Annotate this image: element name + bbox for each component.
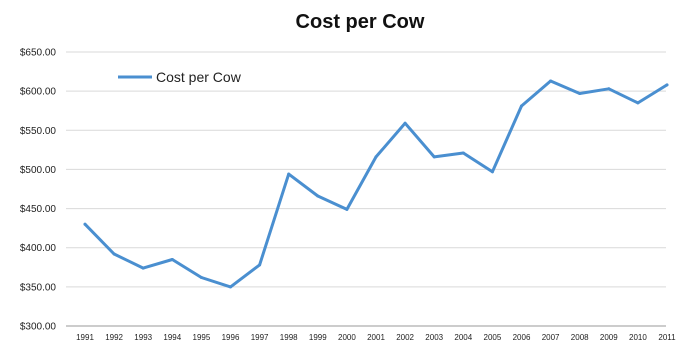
- x-tick-label: 2005: [484, 333, 502, 342]
- data-point: [345, 207, 349, 211]
- x-tick-label: 1991: [76, 333, 94, 342]
- y-tick-label: $550.00: [20, 126, 57, 137]
- grid-lines: [66, 51, 666, 288]
- data-point: [287, 172, 291, 176]
- data-point: [141, 266, 145, 270]
- x-tick-label: 1999: [309, 333, 327, 342]
- data-point: [432, 155, 436, 159]
- data-point: [199, 275, 203, 279]
- y-tick-label: $600.00: [20, 87, 57, 98]
- x-tick-label: 2006: [513, 333, 531, 342]
- data-point: [403, 121, 407, 125]
- y-tick-label: $650.00: [20, 48, 57, 59]
- data-point: [258, 263, 262, 267]
- data-point: [229, 285, 232, 289]
- legend-label-cost-per-cow: Cost per Cow: [156, 69, 242, 85]
- y-tick-label: $350.00: [20, 282, 57, 293]
- x-tick-label: 2008: [571, 333, 589, 342]
- x-tick-label: 1994: [163, 333, 181, 342]
- x-tick-label: 2001: [367, 333, 385, 342]
- x-tick-label: 2002: [396, 333, 414, 342]
- x-tick-label: 2010: [629, 333, 647, 342]
- x-tick-label: 2011: [658, 333, 676, 342]
- x-tick-label: 1996: [222, 333, 240, 342]
- y-tick-label: $300.00: [20, 322, 57, 333]
- x-tick-label: 2000: [338, 333, 356, 342]
- y-tick-label: $400.00: [20, 243, 57, 254]
- data-point: [636, 101, 640, 105]
- x-axis-tick-labels: 1991 1992 1993 1994 1995 1996 1997 1998 1999 2000…: [76, 333, 676, 342]
- x-tick-label: 2007: [542, 333, 560, 342]
- data-point: [549, 79, 553, 83]
- x-tick-label: 2009: [600, 333, 618, 342]
- x-tick-label: 1997: [251, 333, 269, 342]
- y-tick-label: $450.00: [20, 204, 57, 215]
- chart-title: Cost per Cow: [296, 11, 425, 33]
- data-point: [316, 194, 320, 198]
- data-point: [578, 91, 582, 95]
- x-tick-label: 2003: [425, 333, 443, 342]
- data-point: [374, 155, 378, 159]
- data-point: [461, 151, 465, 155]
- y-tick-label: $500.00: [20, 165, 57, 176]
- x-tick-label: 1995: [193, 333, 211, 342]
- data-point: [112, 252, 116, 256]
- data-point: [170, 257, 174, 261]
- series-layer: [83, 79, 669, 289]
- x-tick-label: 2004: [454, 333, 472, 342]
- data-point: [607, 87, 611, 91]
- data-point: [83, 222, 87, 226]
- y-axis-tick-labels: $300.00 $350.00 $400.00 $450.00 $500.00 $550.…: [20, 48, 57, 333]
- data-point: [490, 170, 494, 174]
- x-tick-label: 1998: [280, 333, 298, 342]
- legend: Cost per Cow: [118, 69, 242, 85]
- series-line-cost-per-cow: [83, 79, 669, 289]
- data-point: [520, 104, 523, 108]
- data-point: [665, 83, 669, 87]
- x-tick-label: 1993: [134, 333, 152, 342]
- x-tick-label: 1992: [105, 333, 123, 342]
